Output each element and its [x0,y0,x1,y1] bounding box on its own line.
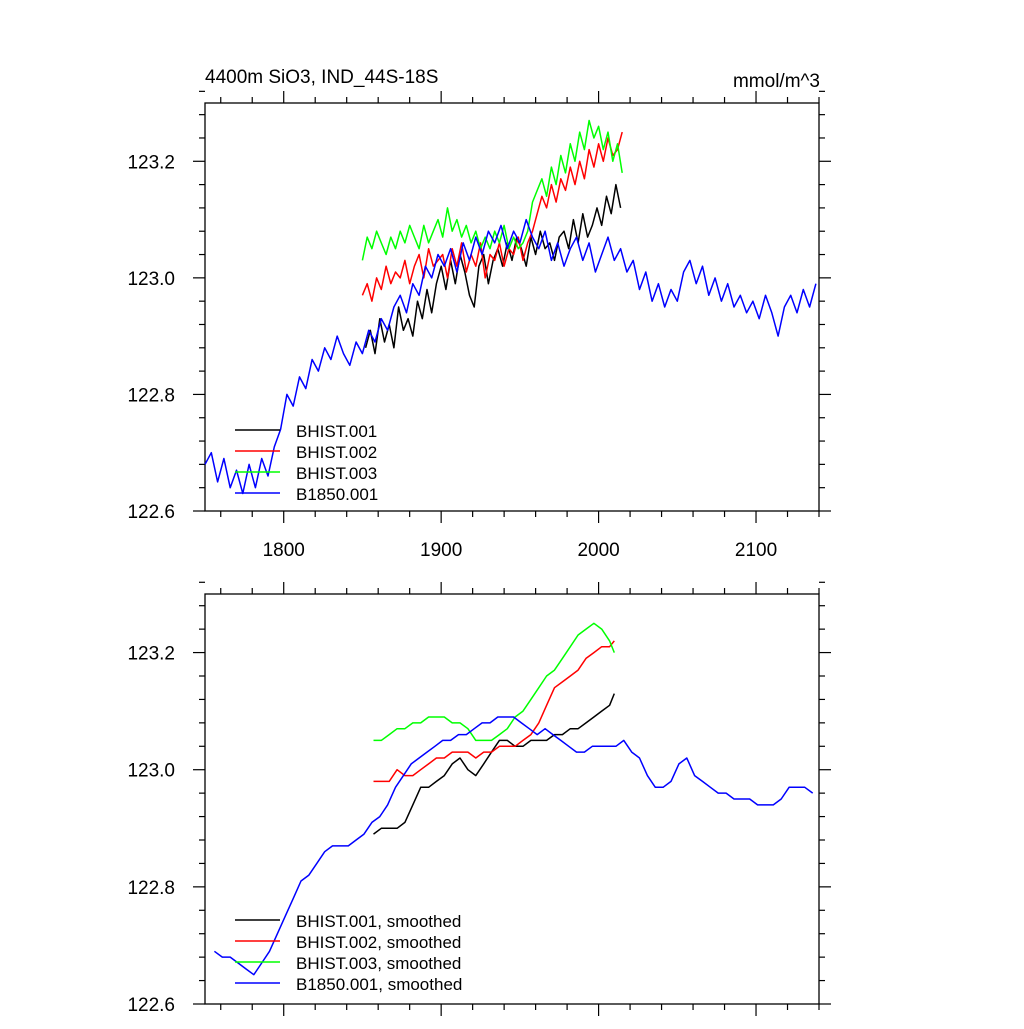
bottom-panel: 122.6 122.8 123.0 123.2 BHIST.001, smoothed… [127,581,831,1016]
axis-ticks [193,90,831,523]
legend-label: BHIST.002 [296,443,377,462]
legend-label: BHIST.001, smoothed [296,912,461,931]
series-line-bhist-002 [361,131,623,302]
legend-label: BHIST.003, smoothed [296,954,461,973]
x-tick-label: 2000 [577,540,619,561]
x-tick-label: 1900 [420,540,462,561]
axis-ticks [193,581,831,1016]
x-tick-label: 2100 [735,540,777,561]
legend-label: BHIST.002, smoothed [296,933,461,952]
top-panel: 4400m SiO3, IND_44S-18S mmol/m^3 122.612… [127,67,831,561]
series-line-bhist-001-smoothed [373,693,615,835]
x-axis-labels: 1800 1900 2000 2100 [263,540,778,561]
y-tick-label: 123.2 [127,152,175,173]
series-line-b1850-001 [204,218,817,495]
y-tick-label: 122.6 [127,502,175,523]
y-axis-labels: 122.6 122.8 123.0 123.2 [127,152,175,523]
chart-title: 4400m SiO3, IND_44S-18S [205,67,438,88]
series-line-bhist-003-smoothed [373,622,615,742]
series-line-bhist-001 [364,183,622,355]
series-group [204,119,817,495]
series-line-b1850-001-smoothed [213,716,814,976]
y-tick-label: 122.6 [127,995,175,1016]
units-label: mmol/m^3 [733,71,820,92]
y-tick-label: 122.8 [127,878,175,899]
legend-label: BHIST.001 [296,422,377,441]
y-tick-label: 123.2 [127,644,175,665]
legend-label: BHIST.003 [296,464,377,483]
series-group [213,622,814,976]
y-tick-label: 123.0 [127,761,175,782]
y-tick-label: 122.8 [127,385,175,406]
plot-frame [204,102,820,512]
x-tick-label: 1800 [263,540,305,561]
plot-frame [204,593,820,1005]
y-axis-labels: 122.6 122.8 123.0 123.2 [127,644,175,1016]
legend: BHIST.001 BHIST.002 BHIST.003 B1850.001 [235,422,378,504]
legend: BHIST.001, smoothed BHIST.002, smoothed BH… [235,912,462,994]
legend-label: B1850.001, smoothed [296,975,462,994]
series-line-bhist-002-smoothed [373,640,615,783]
legend-label: B1850.001 [296,485,378,504]
y-tick-label: 123.0 [127,269,175,290]
